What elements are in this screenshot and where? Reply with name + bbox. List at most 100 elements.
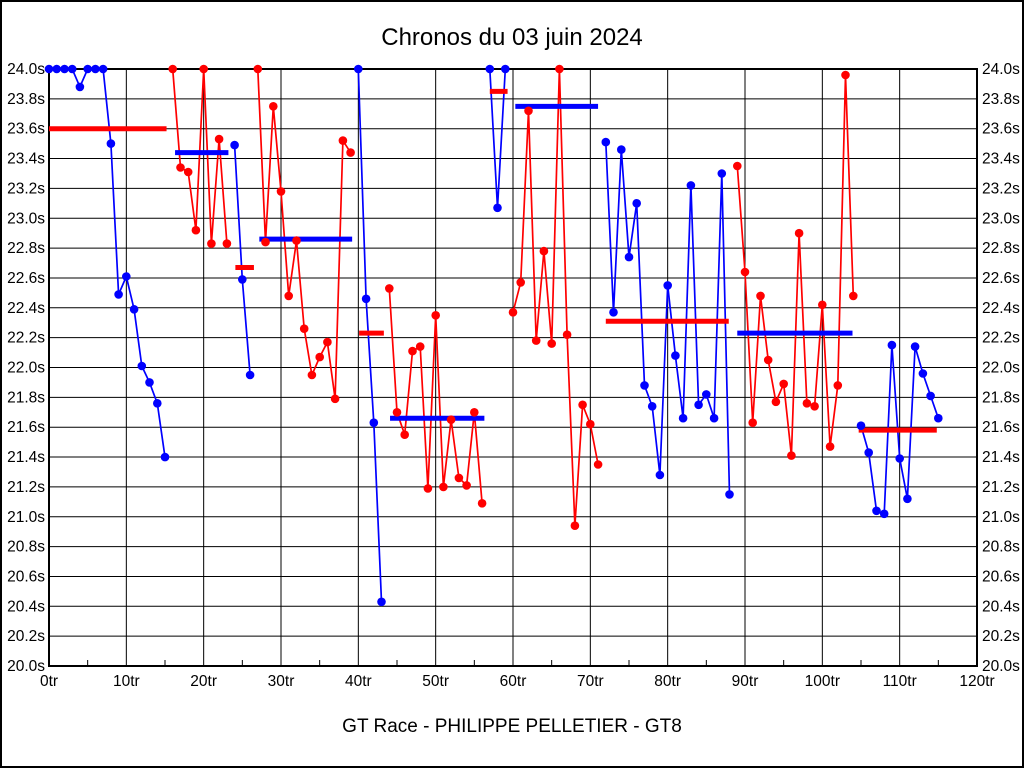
chart-title: Chronos du 03 juin 2024 bbox=[381, 24, 643, 51]
data-point-driver-red bbox=[392, 408, 402, 417]
y-tick-label-right: 21.4s bbox=[982, 449, 1020, 466]
data-point-driver-blue bbox=[369, 418, 379, 428]
x-tick-label: 90tr bbox=[732, 673, 759, 690]
data-point-driver-blue bbox=[609, 308, 618, 317]
data-point-driver-red bbox=[346, 148, 355, 157]
data-point-driver-red bbox=[841, 70, 850, 80]
data-point-driver-red bbox=[477, 499, 487, 508]
y-tick-label-right: 21.0s bbox=[982, 509, 1020, 526]
y-tick-label-left: 21.8s bbox=[7, 389, 45, 406]
data-point-driver-blue bbox=[655, 470, 665, 480]
data-point-driver-red bbox=[423, 484, 433, 493]
y-tick-label-left: 22.0s bbox=[7, 360, 45, 377]
chart-points bbox=[44, 64, 943, 607]
data-point-driver-red bbox=[168, 64, 177, 74]
data-point-driver-red bbox=[547, 339, 556, 348]
data-point-driver-blue bbox=[856, 421, 866, 431]
y-tick-label-left: 20.8s bbox=[7, 539, 45, 556]
y-tick-label-left: 23.4s bbox=[7, 151, 45, 168]
data-point-driver-blue bbox=[114, 290, 123, 299]
data-point-driver-red bbox=[470, 408, 479, 417]
y-tick-label-right: 22.4s bbox=[982, 300, 1020, 317]
data-point-driver-red bbox=[330, 394, 340, 404]
data-point-driver-red bbox=[508, 308, 518, 317]
x-tick-label: 60tr bbox=[500, 673, 527, 690]
data-point-driver-blue bbox=[903, 494, 912, 504]
data-point-driver-blue bbox=[632, 199, 641, 208]
series-line-driver-red bbox=[256, 68, 352, 399]
data-point-driver-blue bbox=[647, 402, 657, 411]
data-point-driver-red bbox=[269, 102, 278, 111]
y-tick-label-right: 20.6s bbox=[982, 568, 1020, 585]
data-point-driver-red bbox=[733, 161, 742, 171]
data-point-driver-blue bbox=[52, 64, 61, 74]
y-tick-label-right: 22.0s bbox=[982, 360, 1020, 377]
data-point-driver-blue bbox=[83, 64, 92, 74]
data-point-driver-red bbox=[176, 163, 185, 172]
x-tick-label: 10tr bbox=[113, 673, 140, 690]
y-tick-label-left: 20.4s bbox=[7, 598, 45, 615]
data-point-driver-red bbox=[261, 237, 270, 247]
y-tick-label-left: 23.6s bbox=[7, 121, 45, 138]
data-point-driver-blue bbox=[640, 381, 649, 390]
y-tick-label-right: 20.8s bbox=[982, 539, 1020, 556]
data-point-driver-blue bbox=[617, 145, 626, 154]
y-tick-label-right: 23.8s bbox=[982, 91, 1020, 108]
data-point-driver-red bbox=[207, 239, 216, 248]
data-point-driver-red bbox=[825, 442, 835, 451]
data-point-driver-red bbox=[756, 291, 765, 301]
y-tick-label-left: 24.0s bbox=[7, 61, 45, 78]
chart-caption: GT Race - PHILIPPE PELLETIER - GT8 bbox=[342, 716, 682, 737]
data-point-driver-blue bbox=[601, 137, 611, 147]
data-point-driver-blue bbox=[91, 64, 100, 74]
data-point-driver-red bbox=[253, 64, 263, 74]
series-line-driver-blue bbox=[357, 68, 383, 602]
data-point-driver-red bbox=[748, 418, 757, 428]
y-tick-label-left: 22.8s bbox=[7, 240, 45, 257]
data-point-driver-blue bbox=[98, 64, 108, 74]
data-point-driver-red bbox=[779, 379, 788, 389]
data-point-driver-red bbox=[299, 324, 309, 334]
data-point-driver-red bbox=[462, 481, 471, 490]
data-point-driver-red bbox=[524, 106, 533, 116]
data-point-driver-red bbox=[539, 246, 549, 256]
data-point-driver-blue bbox=[926, 391, 935, 401]
x-tick-label: 110tr bbox=[883, 673, 917, 690]
data-point-driver-red bbox=[818, 300, 827, 310]
data-point-driver-blue bbox=[678, 413, 688, 423]
data-point-driver-blue bbox=[230, 140, 239, 150]
data-point-driver-blue bbox=[887, 340, 897, 350]
x-tick-label: 100tr bbox=[805, 673, 840, 690]
data-point-driver-red bbox=[315, 352, 325, 362]
data-point-driver-red bbox=[570, 521, 580, 530]
data-point-driver-red bbox=[284, 291, 294, 301]
data-point-driver-red bbox=[307, 370, 317, 380]
data-point-driver-red bbox=[516, 278, 525, 287]
y-tick-label-left: 23.8s bbox=[7, 91, 45, 108]
data-point-driver-red bbox=[454, 473, 464, 483]
data-point-driver-blue bbox=[872, 506, 881, 516]
data-point-driver-blue bbox=[145, 378, 154, 387]
y-tick-label-left: 20.0s bbox=[7, 658, 45, 675]
data-point-driver-red bbox=[763, 355, 773, 365]
y-tick-label-left: 23.2s bbox=[7, 180, 45, 197]
data-point-driver-blue bbox=[910, 342, 920, 351]
y-tick-label-left: 20.2s bbox=[7, 628, 45, 645]
data-point-driver-red bbox=[191, 225, 201, 235]
data-point-driver-blue bbox=[493, 203, 502, 213]
x-tick-label: 40tr bbox=[345, 673, 372, 690]
data-point-driver-blue bbox=[44, 64, 54, 74]
y-tick-label-right: 21.8s bbox=[982, 389, 1020, 406]
chart-average-bars bbox=[49, 88, 937, 433]
data-point-driver-red bbox=[562, 330, 572, 340]
x-tick-label: 30tr bbox=[268, 673, 295, 690]
data-point-driver-blue bbox=[129, 305, 139, 314]
data-point-driver-blue bbox=[934, 413, 943, 423]
data-point-driver-red bbox=[849, 291, 858, 301]
data-point-driver-red bbox=[740, 267, 750, 277]
chart-grid bbox=[48, 68, 978, 667]
data-point-driver-red bbox=[183, 167, 193, 177]
data-point-driver-red bbox=[578, 400, 587, 410]
data-point-driver-blue bbox=[67, 64, 77, 74]
